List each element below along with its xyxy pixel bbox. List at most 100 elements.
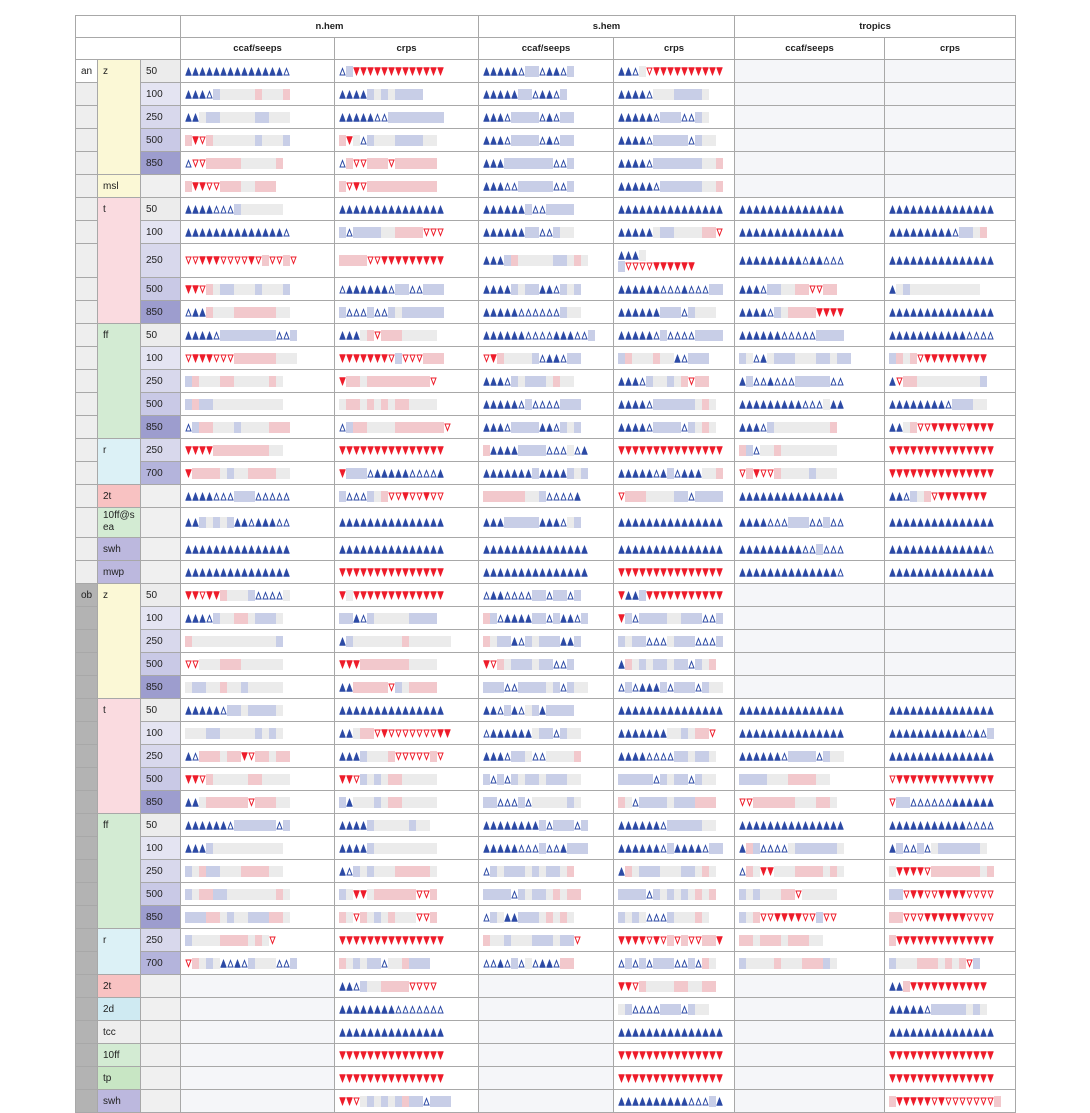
blue-dotted-box-icon (688, 796, 696, 808)
filled-down-triangle-icon (653, 590, 660, 601)
filled-up-triangle-icon (837, 705, 844, 716)
red-dotted-box-icon (220, 934, 228, 946)
blue-dotted-box-icon (532, 911, 540, 923)
filled-up-triangle-icon (353, 112, 360, 123)
score-cell (478, 243, 615, 278)
blue-dotted-box-icon (490, 888, 498, 900)
red-dotted-box-icon (262, 865, 270, 877)
open-up-triangle-icon (653, 912, 660, 923)
open-up-triangle-icon (938, 797, 945, 808)
filled-up-triangle-icon (625, 135, 632, 146)
score-cell (884, 197, 1017, 221)
filled-up-triangle-icon (423, 517, 430, 528)
red-dotted-box-icon (553, 375, 561, 387)
open-up-triangle-icon (227, 204, 234, 215)
filled-up-triangle-icon (490, 445, 497, 456)
filled-up-triangle-icon (339, 330, 346, 341)
filled-up-triangle-icon (746, 544, 753, 555)
score-cell (180, 767, 336, 791)
filled-up-triangle-icon (945, 307, 952, 318)
filled-up-triangle-icon (625, 89, 632, 100)
open-up-triangle-icon (546, 307, 553, 318)
blue-dotted-box-icon (788, 352, 796, 364)
filled-down-triangle-icon (980, 774, 987, 785)
filled-up-triangle-icon (220, 567, 227, 578)
table-row: swh (75, 537, 1017, 561)
blue-dotted-box-icon (653, 865, 661, 877)
filled-up-triangle-icon (490, 517, 497, 528)
filled-up-triangle-icon (646, 728, 653, 739)
score-cell (478, 323, 615, 347)
score-cell (613, 629, 736, 653)
filled-up-triangle-icon (910, 544, 917, 555)
filled-up-triangle-icon (980, 544, 987, 555)
gray-box-icon (966, 283, 974, 295)
blue-dotted-box-icon (518, 517, 526, 528)
filled-down-triangle-icon (695, 1050, 702, 1061)
gray-box-icon (241, 111, 249, 123)
open-up-triangle-icon (774, 517, 781, 528)
group-label (75, 392, 98, 416)
filled-down-triangle-icon (185, 590, 192, 601)
filled-down-triangle-icon (346, 135, 353, 146)
open-down-triangle-icon (388, 728, 395, 739)
filled-down-triangle-icon (910, 889, 917, 900)
filled-down-triangle-icon (903, 1050, 910, 1061)
red-dotted-box-icon (353, 421, 361, 433)
red-dotted-box-icon (367, 180, 375, 192)
red-dotted-box-icon (702, 980, 710, 992)
gray-box-icon (560, 750, 568, 762)
filled-up-triangle-icon (973, 517, 980, 528)
filled-up-triangle-icon (959, 728, 966, 739)
blue-dotted-box-icon (539, 934, 547, 946)
gray-box-icon (388, 842, 396, 854)
filled-up-triangle-icon (625, 227, 632, 238)
score-cell (334, 790, 480, 814)
filled-up-triangle-icon (653, 1027, 660, 1038)
blue-dotted-box-icon (504, 517, 512, 528)
filled-down-triangle-icon (980, 1073, 987, 1084)
red-dotted-box-icon (381, 157, 389, 169)
blue-dotted-box-icon (444, 1095, 452, 1107)
filled-up-triangle-icon (618, 659, 625, 670)
score-cell (613, 300, 736, 324)
blue-dotted-box-icon (395, 88, 403, 100)
filled-up-triangle-icon (360, 1027, 367, 1038)
score-cell (884, 606, 1017, 630)
filled-up-triangle-icon (497, 751, 504, 762)
blue-dotted-box-icon (618, 352, 626, 364)
gray-box-icon (532, 796, 540, 808)
filled-up-triangle-icon (525, 728, 532, 739)
score-cell (884, 721, 1017, 745)
gray-box-icon (269, 283, 277, 295)
red-dotted-box-icon (746, 842, 754, 854)
filled-up-triangle-icon (896, 981, 903, 992)
blue-dotted-box-icon (667, 819, 675, 831)
gray-box-icon (667, 980, 675, 992)
gray-box-icon (395, 957, 403, 969)
filled-up-triangle-icon (381, 284, 388, 295)
filled-up-triangle-icon (702, 204, 709, 215)
filled-up-triangle-icon (959, 330, 966, 341)
blue-dotted-box-icon (973, 842, 981, 854)
filled-up-triangle-icon (910, 399, 917, 410)
blue-dotted-box-icon (346, 421, 354, 433)
gray-box-icon (416, 796, 424, 808)
score-cell (334, 243, 480, 278)
blue-dotted-box-icon (283, 819, 291, 831)
red-dotted-box-icon (709, 934, 717, 946)
filled-up-triangle-icon (625, 284, 632, 295)
filled-up-triangle-icon (483, 89, 490, 100)
filled-up-triangle-icon (924, 1027, 931, 1038)
table-row: 250 (75, 105, 1017, 129)
blue-dotted-box-icon (823, 375, 831, 387)
filled-up-triangle-icon (625, 376, 632, 387)
filled-up-triangle-icon (483, 135, 490, 146)
filled-down-triangle-icon (702, 445, 709, 456)
filled-up-triangle-icon (483, 820, 490, 831)
filled-up-triangle-icon (618, 112, 625, 123)
open-up-triangle-icon (809, 544, 816, 555)
blue-dotted-box-icon (199, 911, 207, 923)
red-dotted-box-icon (262, 444, 270, 456)
score-cell (884, 1043, 1017, 1067)
